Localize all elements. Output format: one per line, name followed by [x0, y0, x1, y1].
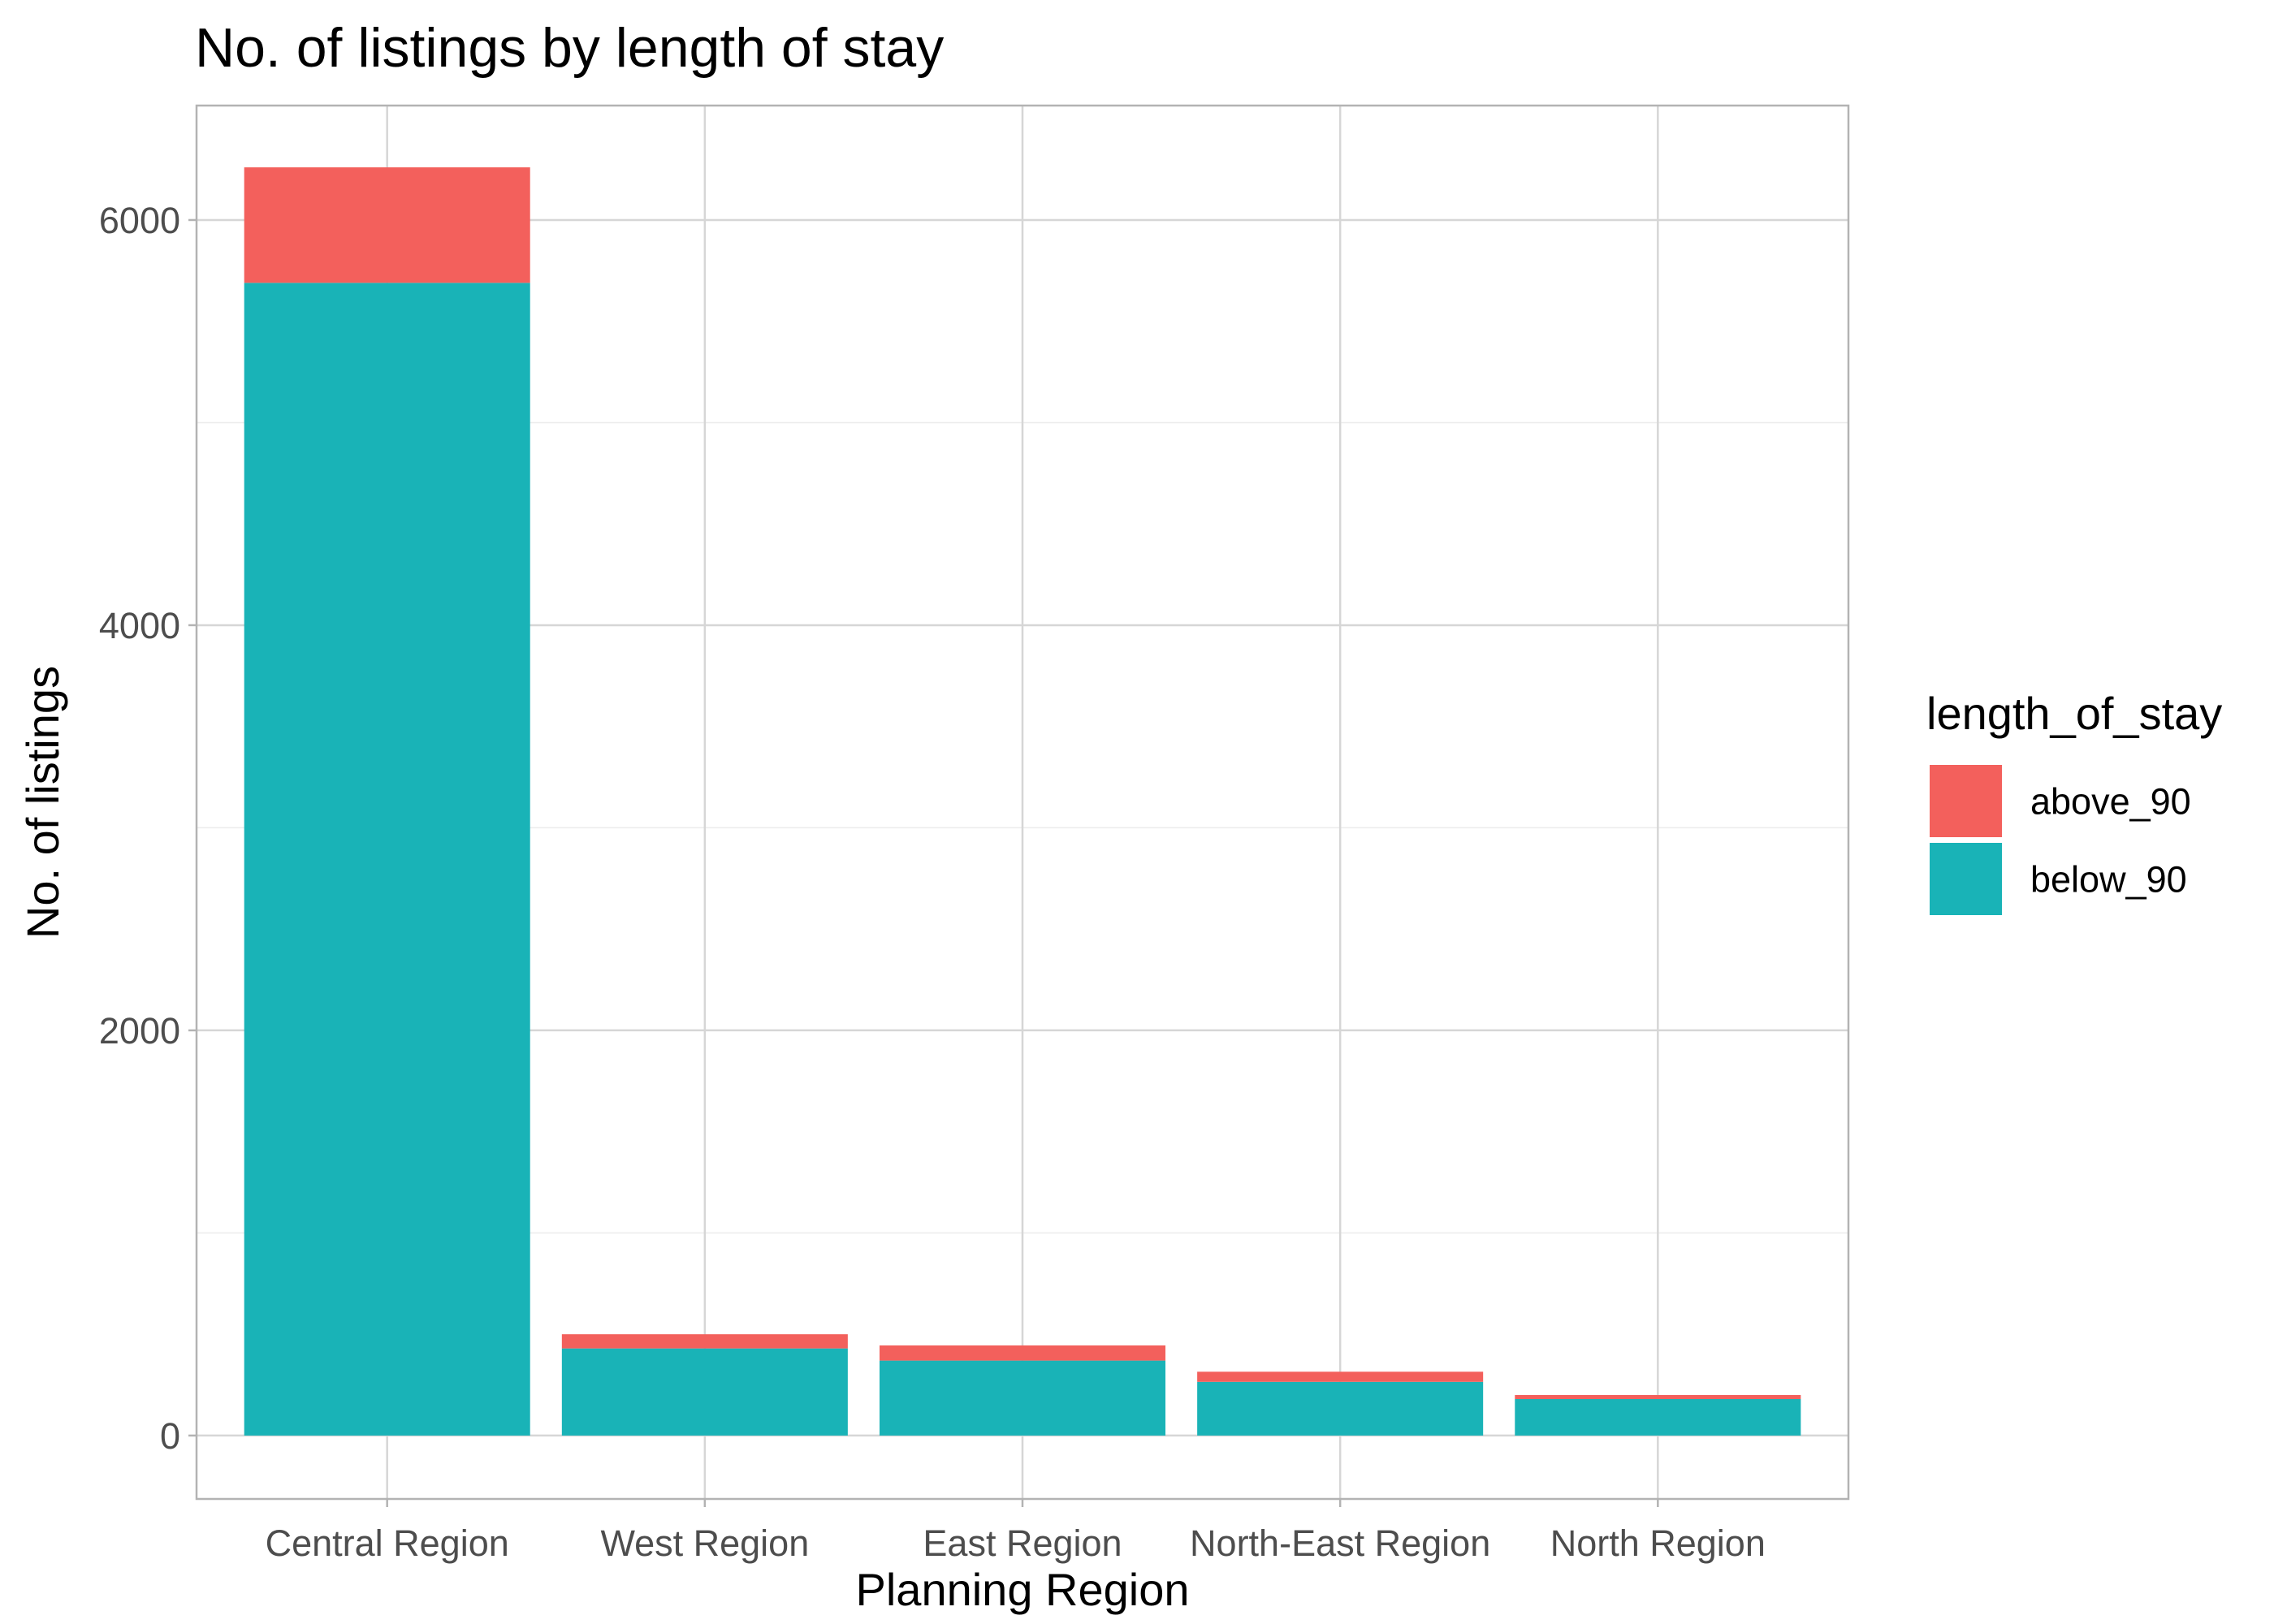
bar-below_90 — [561, 1348, 848, 1436]
y-tick-label: 6000 — [99, 200, 180, 241]
chart-title: No. of listings by length of stay — [195, 17, 944, 79]
bar-above_90 — [1515, 1395, 1801, 1400]
x-tick-label: East Region — [923, 1522, 1122, 1564]
bar-above_90 — [244, 167, 530, 283]
legend-label-below_90: below_90 — [2030, 859, 2187, 901]
bar-above_90 — [1197, 1371, 1484, 1382]
y-tick-label: 0 — [160, 1415, 180, 1457]
x-tick-label: West Region — [600, 1522, 809, 1564]
legend-items: above_90 below_90 — [1930, 765, 2191, 915]
bars — [244, 167, 1801, 1436]
axes: 0 2000 4000 6000 Central Region West Region Ea… — [99, 200, 1766, 1564]
y-tick-label: 4000 — [99, 605, 180, 646]
y-axis-title: No. of listings — [17, 666, 68, 939]
legend-key-above_90 — [1930, 765, 2002, 837]
bar-below_90 — [1515, 1399, 1801, 1436]
x-tick-label: Central Region — [266, 1522, 509, 1564]
x-tick-label: North-East Region — [1190, 1522, 1490, 1564]
x-axis-title: Planning Region — [856, 1564, 1190, 1615]
bar-above_90 — [561, 1334, 848, 1349]
x-tick-label: North Region — [1550, 1522, 1766, 1564]
legend-key-below_90 — [1930, 843, 2002, 915]
y-tick-label: 2000 — [99, 1010, 180, 1052]
bar-below_90 — [244, 283, 530, 1436]
legend: length_of_stay above_90 below_90 — [1926, 688, 2222, 915]
legend-title: length_of_stay — [1926, 688, 2222, 739]
legend-label-above_90: above_90 — [2030, 781, 2191, 823]
bar-below_90 — [879, 1360, 1166, 1436]
bar-above_90 — [879, 1345, 1166, 1361]
bar-below_90 — [1197, 1381, 1484, 1436]
